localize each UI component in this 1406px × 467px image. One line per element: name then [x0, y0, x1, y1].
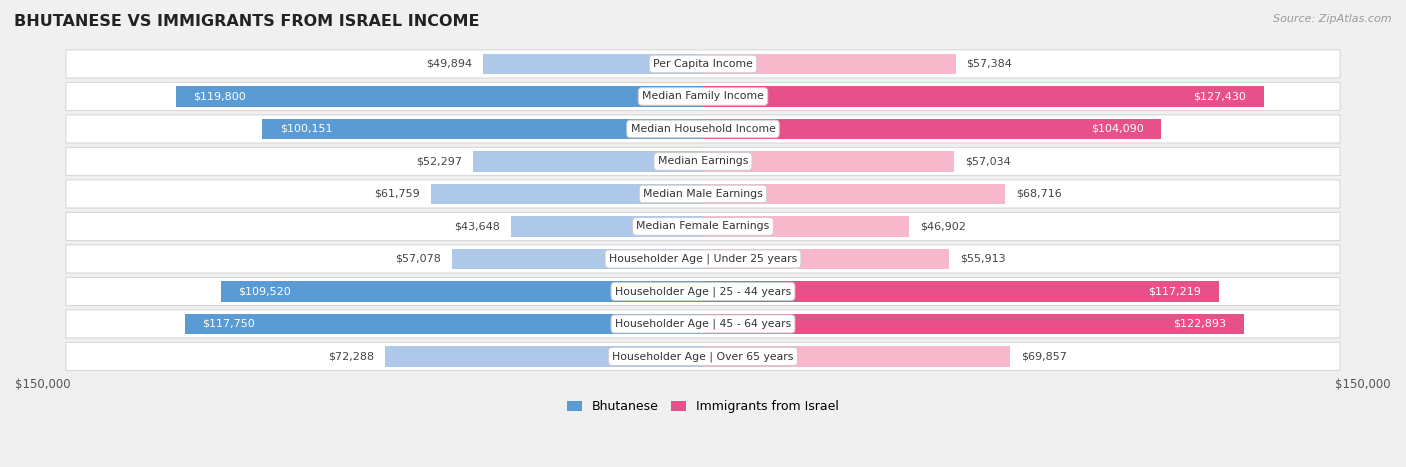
Text: $119,800: $119,800 [194, 92, 246, 101]
Bar [385, 347, 703, 367]
Bar [703, 249, 949, 269]
Bar [703, 216, 910, 236]
Text: $117,750: $117,750 [202, 319, 254, 329]
Text: Median Female Earnings: Median Female Earnings [637, 221, 769, 232]
Text: $55,913: $55,913 [960, 254, 1005, 264]
Text: Householder Age | Over 65 years: Householder Age | Over 65 years [612, 351, 794, 362]
Text: $57,384: $57,384 [966, 59, 1012, 69]
Bar [432, 184, 703, 204]
FancyBboxPatch shape [66, 342, 1340, 370]
Bar [703, 314, 1244, 334]
Bar [703, 184, 1005, 204]
Bar [703, 151, 955, 171]
Bar [703, 86, 1264, 106]
FancyBboxPatch shape [66, 212, 1340, 241]
FancyBboxPatch shape [66, 245, 1340, 273]
Text: Per Capita Income: Per Capita Income [652, 59, 754, 69]
Text: $43,648: $43,648 [454, 221, 501, 232]
Text: $117,219: $117,219 [1149, 286, 1201, 297]
Text: $72,288: $72,288 [328, 352, 374, 361]
Bar [484, 54, 703, 74]
FancyBboxPatch shape [66, 180, 1340, 208]
Text: BHUTANESE VS IMMIGRANTS FROM ISRAEL INCOME: BHUTANESE VS IMMIGRANTS FROM ISRAEL INCO… [14, 14, 479, 29]
Text: Median Earnings: Median Earnings [658, 156, 748, 166]
Bar [703, 119, 1161, 139]
Text: Householder Age | 45 - 64 years: Householder Age | 45 - 64 years [614, 318, 792, 329]
Text: $46,902: $46,902 [921, 221, 966, 232]
Bar [472, 151, 703, 171]
Text: Median Male Earnings: Median Male Earnings [643, 189, 763, 199]
Bar [262, 119, 703, 139]
Bar [451, 249, 703, 269]
Text: $122,893: $122,893 [1173, 319, 1226, 329]
Text: $57,078: $57,078 [395, 254, 441, 264]
Bar [221, 282, 703, 302]
FancyBboxPatch shape [66, 50, 1340, 78]
Bar [703, 54, 956, 74]
Text: $61,759: $61,759 [374, 189, 420, 199]
Text: Source: ZipAtlas.com: Source: ZipAtlas.com [1274, 14, 1392, 24]
FancyBboxPatch shape [66, 277, 1340, 305]
Text: Householder Age | 25 - 44 years: Householder Age | 25 - 44 years [614, 286, 792, 297]
FancyBboxPatch shape [66, 115, 1340, 143]
Text: $69,857: $69,857 [1022, 352, 1067, 361]
Bar [703, 282, 1219, 302]
Text: $127,430: $127,430 [1194, 92, 1246, 101]
Bar [176, 86, 703, 106]
Text: $104,090: $104,090 [1091, 124, 1143, 134]
Text: Median Family Income: Median Family Income [643, 92, 763, 101]
Text: $52,297: $52,297 [416, 156, 461, 166]
FancyBboxPatch shape [66, 310, 1340, 338]
Text: $68,716: $68,716 [1017, 189, 1062, 199]
FancyBboxPatch shape [66, 148, 1340, 176]
Text: Householder Age | Under 25 years: Householder Age | Under 25 years [609, 254, 797, 264]
FancyBboxPatch shape [66, 82, 1340, 111]
Bar [703, 347, 1011, 367]
Text: Median Household Income: Median Household Income [630, 124, 776, 134]
Bar [510, 216, 703, 236]
Text: $100,151: $100,151 [280, 124, 332, 134]
Text: $109,520: $109,520 [239, 286, 291, 297]
Bar [184, 314, 703, 334]
Text: $49,894: $49,894 [426, 59, 472, 69]
Legend: Bhutanese, Immigrants from Israel: Bhutanese, Immigrants from Israel [562, 396, 844, 418]
Text: $57,034: $57,034 [965, 156, 1011, 166]
